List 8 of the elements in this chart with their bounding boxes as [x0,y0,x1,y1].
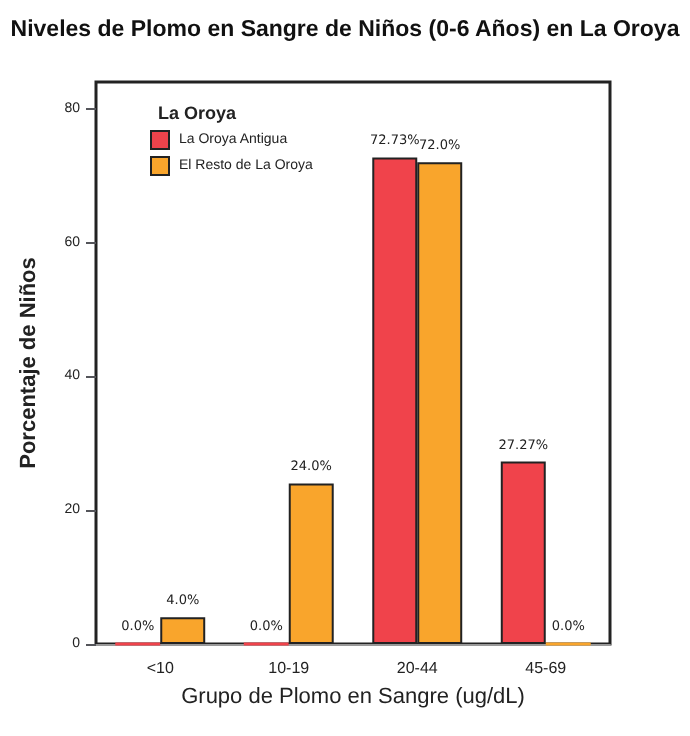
x-tick-label: <10 [146,659,175,677]
x-axis-title: Grupo de Plomo en Sangre (ug/dL) [181,684,525,709]
x-tick-label: 45-69 [525,659,568,677]
x-tick-label: 10-19 [268,659,311,677]
chart-title: Niveles de Plomo en Sangre de Niños (0-6 Años) en La Oroya [10,18,681,42]
x-tick-label: 20-44 [396,659,439,677]
legend-title: La Oroya [158,103,239,123]
y-axis-title: Porcentaje de Niños [17,257,41,469]
